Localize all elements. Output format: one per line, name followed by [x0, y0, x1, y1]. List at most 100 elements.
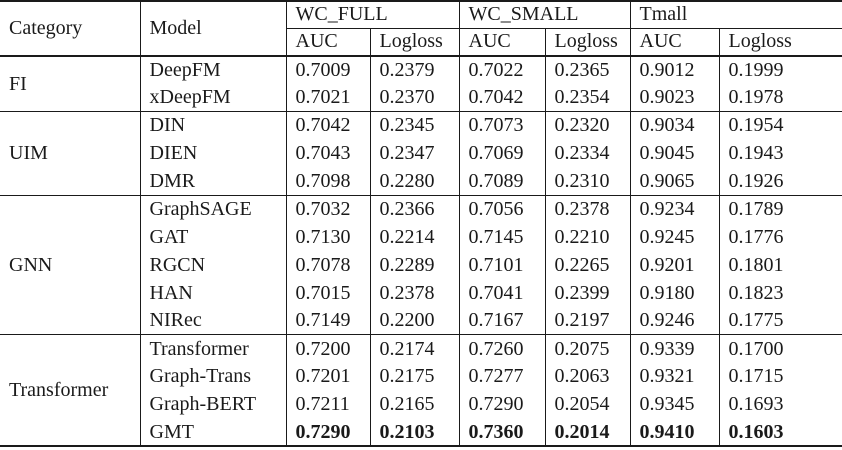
header-model: Model	[140, 1, 287, 57]
value-cell: 0.1978	[728, 86, 784, 109]
value-cell: 0.1700	[719, 334, 842, 363]
value-cell: 0.2174	[370, 334, 460, 363]
value-cell: 0.2175	[370, 362, 460, 391]
value-cell: 0.7130	[286, 223, 371, 252]
value-cell: 0.7042	[286, 111, 371, 140]
value-cell: 0.7101	[459, 251, 546, 280]
header-metric-logloss: Logloss	[370, 28, 460, 57]
value-cell: 0.7277	[459, 362, 546, 391]
value-cell: 0.7149	[286, 307, 371, 335]
value-cell: 0.9045	[630, 139, 720, 168]
value-cell: 0.9065	[630, 167, 720, 196]
category-cell: FI	[0, 55, 141, 112]
value-cell: 0.7145	[459, 223, 546, 252]
value-cell: 0.1715	[728, 365, 784, 388]
table-body: FI DeepFM 0.7009 0.2379 0.7022 0.2365 0.9012 0.…	[0, 55, 842, 447]
value-cell: 0.7200	[286, 334, 371, 363]
value-cell: 0.2289	[370, 251, 460, 280]
value-cell: 0.1943	[728, 142, 784, 165]
value-cell: 0.1801	[728, 253, 784, 276]
value-cell: 0.9245	[630, 223, 720, 252]
value-cell: 0.7069	[459, 139, 546, 168]
model-cell: DIN	[140, 111, 287, 140]
value-cell: 0.7167	[459, 307, 546, 335]
table-row: NIRec 0.7149 0.2200 0.7167 0.2197 0.9246 0.177…	[0, 307, 842, 335]
value-cell: 0.2366	[370, 194, 460, 224]
value-cell: 0.7073	[459, 111, 546, 140]
model-cell: DIEN	[140, 139, 287, 168]
value-cell: 0.7201	[286, 362, 371, 391]
model-cell: GraphSAGE	[140, 194, 287, 224]
value-cell: 0.2280	[370, 167, 460, 196]
value-cell: 0.2354	[545, 83, 631, 112]
category-cell: Transformer	[0, 334, 141, 447]
value-cell: 0.9201	[630, 251, 720, 280]
table-row: HAN 0.7015 0.2378 0.7041 0.2399 0.9180 0.1823	[0, 279, 842, 308]
value-cell: 0.1954	[719, 111, 842, 140]
table-row: RGCN 0.7078 0.2289 0.7101 0.2265 0.9201 0.1801	[0, 251, 842, 280]
header-metric-auc: AUC	[459, 28, 546, 57]
value-cell: 0.2063	[545, 362, 631, 391]
model-cell: DeepFM	[140, 55, 287, 84]
value-cell: 0.7078	[286, 251, 371, 280]
value-cell: 0.2014	[545, 418, 631, 447]
value-cell: 0.2200	[370, 307, 460, 335]
model-cell: xDeepFM	[140, 83, 287, 112]
value-cell: 0.7043	[286, 139, 371, 168]
value-cell: 0.2320	[545, 111, 631, 140]
value-cell: 0.1999	[719, 55, 842, 84]
value-cell: 0.2197	[545, 307, 631, 335]
value-cell: 0.9321	[630, 362, 720, 391]
value-cell: 0.1693	[728, 393, 784, 416]
header-metric-auc: AUC	[286, 28, 371, 57]
value-cell: 0.7042	[459, 83, 546, 112]
value-cell: 0.9410	[630, 418, 720, 447]
header-group-wc-small: WC_SMALL	[459, 1, 631, 29]
value-cell: 0.1775	[728, 309, 784, 332]
value-cell: 0.7015	[286, 279, 371, 308]
model-cell: RGCN	[140, 251, 287, 280]
header-metric-auc: AUC	[630, 28, 720, 57]
value-cell: 0.2054	[545, 390, 631, 419]
model-cell: Graph-Trans	[140, 362, 287, 391]
value-cell: 0.7032	[286, 194, 371, 224]
table-row: Transformer Transformer 0.7200 0.2174 0.7260…	[0, 334, 842, 447]
table-row: FI DeepFM 0.7009 0.2379 0.7022 0.2365 0.9012 0.…	[0, 55, 842, 112]
value-cell: 0.1926	[728, 169, 784, 192]
value-cell: 0.1776	[728, 225, 784, 248]
value-cell: 0.2334	[545, 139, 631, 168]
table-row: DMR 0.7098 0.2280 0.7089 0.2310 0.9065 0.1926	[0, 167, 842, 196]
model-cell: GMT	[140, 418, 287, 447]
value-cell: 0.2379	[370, 55, 460, 84]
value-cell: 0.1603	[728, 420, 784, 443]
value-cell: 0.9246	[630, 307, 720, 335]
value-cell: 0.7021	[286, 83, 371, 112]
value-cell: 0.9345	[630, 390, 720, 419]
value-cell: 0.7098	[286, 167, 371, 196]
value-cell: 0.2365	[545, 55, 631, 84]
value-cell: 0.2165	[370, 390, 460, 419]
value-cell: 0.2345	[370, 111, 460, 140]
table-row: DIEN 0.7043 0.2347 0.7069 0.2334 0.9045 0.1943	[0, 139, 842, 168]
value-cell: 0.2103	[370, 418, 460, 447]
table-row: Graph-BERT 0.7211 0.2165 0.7290 0.2054 0.9345…	[0, 390, 842, 419]
model-cell: Transformer	[140, 334, 287, 363]
value-cell: 0.2378	[370, 279, 460, 308]
header-category: Category	[0, 1, 141, 57]
model-cell: NIRec	[140, 307, 287, 335]
value-cell: 0.7089	[459, 167, 546, 196]
value-cell: 0.7022	[459, 55, 546, 84]
model-cell: HAN	[140, 279, 287, 308]
table-row: GMT 0.7290 0.2103 0.7360 0.2014 0.9410 0.1603	[0, 418, 842, 447]
value-cell: 0.7260	[459, 334, 546, 363]
value-cell: 0.9023	[630, 83, 720, 112]
value-cell: 0.2310	[545, 167, 631, 196]
value-cell: 0.2075	[545, 334, 631, 363]
model-cell: DMR	[140, 167, 287, 196]
value-cell: 0.9234	[630, 194, 720, 224]
value-cell: 0.7056	[459, 194, 546, 224]
value-cell: 0.1823	[728, 281, 784, 304]
value-cell: 0.2378	[545, 194, 631, 224]
header-row-groups: Category Model WC_FULL WC_SMALL Tmall	[0, 1, 842, 57]
